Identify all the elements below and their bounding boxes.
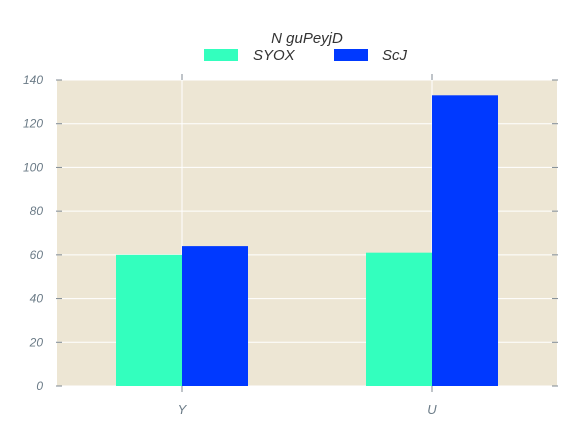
x-tick-label: U [427, 402, 437, 417]
y-tick-label: 80 [30, 204, 44, 218]
x-tick-label: Y [178, 402, 188, 417]
y-tick-label: 100 [23, 160, 43, 174]
legend-label-scj: ScJ [382, 47, 408, 64]
y-tick-label: 140 [23, 73, 43, 87]
legend: N guPeyjD SYOX ScJ [204, 30, 408, 64]
bar-scj-y [182, 246, 248, 386]
y-tick-label: 60 [30, 248, 44, 262]
bar-scj-u [432, 95, 498, 387]
legend-label-syox: SYOX [253, 47, 296, 64]
legend-swatch-scj [334, 49, 368, 61]
axes: 0 20 40 60 80 100 120 140 Y U [23, 73, 558, 417]
bars [116, 95, 498, 387]
bar-syox-y [116, 254, 182, 386]
legend-swatch-syox [204, 49, 238, 61]
y-tick-label: 120 [23, 117, 43, 131]
y-tick-label: 40 [30, 292, 44, 306]
y-tick-label: 20 [29, 335, 44, 349]
y-tick-label: 0 [36, 379, 43, 393]
legend-title: N guPeyjD [271, 30, 343, 47]
bar-syox-u [366, 252, 432, 386]
